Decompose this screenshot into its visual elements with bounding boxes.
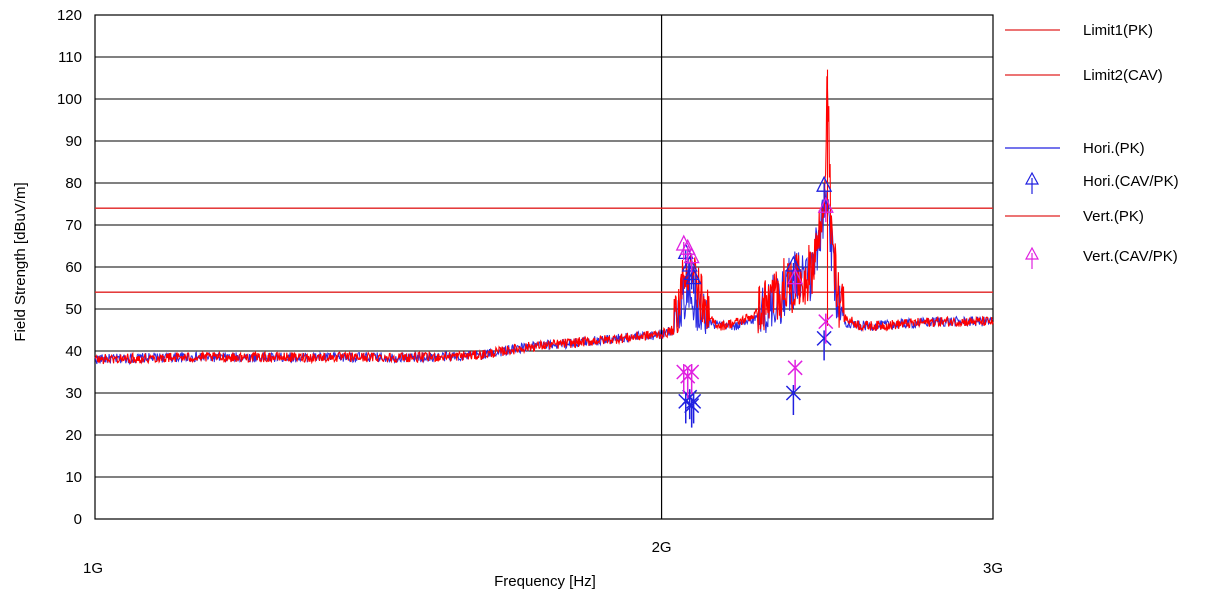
legend-label: Vert.(PK) <box>1083 208 1144 225</box>
legend-label: Hori.(CAV/PK) <box>1083 173 1179 190</box>
plot-frame <box>94 14 994 520</box>
y-tick-label: 20 <box>65 427 82 444</box>
legend-item: Vert.(CAV/PK) <box>1024 246 1178 269</box>
x-tick-label: 3G <box>983 560 1003 577</box>
y-tick-label: 40 <box>65 343 82 360</box>
legend: Limit1(PK) Limit2(CAV) Hori.(PK) Hori.(CAV/… <box>1005 22 1179 269</box>
x-tick-label: 1G <box>83 560 103 577</box>
x-tick-labels: 1G 2G 3G <box>83 539 1003 577</box>
limit-lines <box>95 207 993 293</box>
y-tick-label: 0 <box>74 511 82 528</box>
y-tick-label: 110 <box>58 49 82 66</box>
legend-item: Vert.(PK) <box>1005 208 1144 225</box>
cav-marker <box>787 359 803 390</box>
cav-marker <box>684 364 700 394</box>
traces <box>94 69 994 366</box>
cav-marker <box>816 330 832 361</box>
y-tick-label: 80 <box>65 175 82 192</box>
trace-horipk <box>94 188 994 366</box>
y-tick-label: 30 <box>65 385 82 402</box>
y-tick-label: 10 <box>65 469 82 486</box>
x-tick-label: 2G <box>652 539 672 556</box>
y-tick-labels: 0 10 20 30 40 50 60 70 80 90 100 110 120 <box>57 7 82 528</box>
cav-marker <box>686 393 702 424</box>
legend-label: Vert.(CAV/PK) <box>1083 248 1178 265</box>
legend-label: Limit1(PK) <box>1083 22 1153 39</box>
legend-item: Limit1(PK) <box>1005 22 1153 39</box>
x-axis-label: Frequency [Hz] <box>494 573 596 590</box>
legend-label: Hori.(PK) <box>1083 140 1145 157</box>
y-tick-label: 50 <box>65 301 82 318</box>
y-tick-label: 70 <box>65 217 82 234</box>
y-axis-label: Field Strength [dBuV/m] <box>12 182 29 341</box>
y-tick-label: 120 <box>57 7 82 24</box>
y-tick-label: 100 <box>57 91 82 108</box>
legend-item: Limit2(CAV) <box>1005 67 1163 84</box>
legend-item: Hori.(CAV/PK) <box>1024 171 1179 194</box>
measurement-markers <box>675 175 834 428</box>
cav-marker <box>785 385 801 415</box>
grid <box>94 14 994 520</box>
trace-vertpk <box>94 69 994 365</box>
cav-marker <box>818 313 834 344</box>
legend-label: Limit2(CAV) <box>1083 67 1163 84</box>
legend-item: Hori.(PK) <box>1005 140 1145 157</box>
y-tick-label: 60 <box>65 259 82 276</box>
y-tick-label: 90 <box>65 133 82 150</box>
